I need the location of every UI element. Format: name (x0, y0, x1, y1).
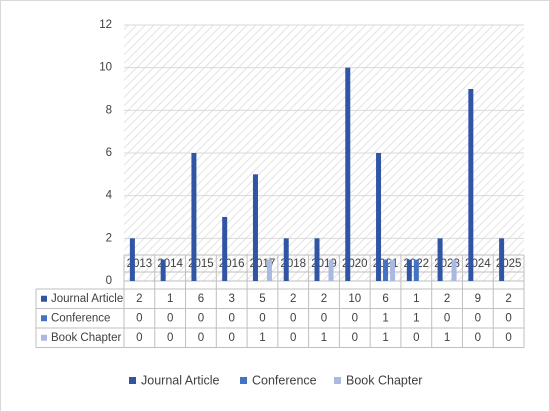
y-tick-label: 6 (106, 147, 112, 159)
table-cell: 0 (290, 312, 296, 324)
table-cell: 9 (475, 293, 481, 305)
table-cell: 0 (352, 332, 358, 344)
y-tick-label: 4 (106, 190, 113, 202)
bar (160, 259, 166, 281)
bar (191, 153, 197, 281)
table-cell: 0 (198, 332, 204, 344)
table-key (41, 334, 47, 341)
table-cell: 2 (444, 293, 450, 305)
bar (283, 238, 289, 281)
bar (328, 259, 334, 281)
table-cell: 1 (382, 332, 388, 344)
table-key (41, 295, 47, 302)
table-cell: 0 (228, 332, 234, 344)
bar (129, 238, 135, 281)
table-cell: 0 (444, 312, 450, 324)
bar (499, 238, 505, 281)
table-cell: 1 (167, 293, 173, 305)
bar (252, 174, 258, 281)
legend-key (129, 377, 136, 384)
bar (413, 259, 419, 281)
table-cell: 1 (321, 332, 327, 344)
table-cell: 1 (382, 312, 388, 324)
table-key (41, 315, 47, 322)
table-cell: 2 (290, 293, 296, 305)
table-cell: 0 (505, 332, 511, 344)
table-cell: 2 (505, 293, 511, 305)
bar (390, 259, 396, 281)
table-cell: 0 (136, 332, 142, 344)
bar (383, 259, 389, 281)
bar (451, 259, 457, 281)
table-cell: 10 (348, 293, 361, 305)
table-cell: 0 (259, 312, 265, 324)
bar (314, 238, 320, 281)
table-cell: 0 (228, 312, 234, 324)
bar (266, 259, 272, 281)
bar (468, 89, 474, 281)
table-cell: 2 (136, 293, 142, 305)
table-cell: 0 (198, 312, 204, 324)
legend-key (334, 377, 341, 384)
table-cell: 1 (259, 332, 265, 344)
table-cell: 3 (228, 293, 234, 305)
bar (437, 238, 443, 281)
legend-key (240, 377, 247, 384)
table-row-label: Journal Article (51, 293, 123, 305)
table-cell: 0 (321, 312, 327, 324)
table-cell: 0 (167, 332, 173, 344)
table-row-label: Conference (51, 312, 110, 324)
table-cell: 1 (413, 293, 419, 305)
bar (376, 153, 382, 281)
y-tick-label: 8 (106, 104, 112, 116)
table-cell: 1 (413, 312, 419, 324)
legend-label: Journal Article (141, 373, 220, 387)
table-cell: 0 (352, 312, 358, 324)
table-cell: 0 (290, 332, 296, 344)
table-row-label: Book Chapter (51, 332, 121, 344)
table-cell: 0 (475, 312, 481, 324)
bar (222, 217, 228, 281)
table-cell: 6 (198, 293, 204, 305)
y-tick-label: 12 (99, 19, 112, 31)
legend-label: Book Chapter (346, 373, 422, 387)
table-cell: 0 (505, 312, 511, 324)
y-tick-label: 0 (106, 275, 112, 287)
y-tick-label: 2 (106, 232, 112, 244)
table-cell: 0 (413, 332, 419, 344)
bar (345, 67, 351, 282)
table-cell: 0 (167, 312, 173, 324)
table-cell: 6 (382, 293, 388, 305)
y-tick-label: 10 (99, 62, 112, 74)
bar (406, 259, 412, 281)
table-cell: 5 (259, 293, 265, 305)
table-cell: 1 (444, 332, 450, 344)
legend-label: Conference (252, 373, 317, 387)
table-cell: 0 (475, 332, 481, 344)
table-cell: 0 (136, 312, 142, 324)
table-cell: 2 (321, 293, 327, 305)
